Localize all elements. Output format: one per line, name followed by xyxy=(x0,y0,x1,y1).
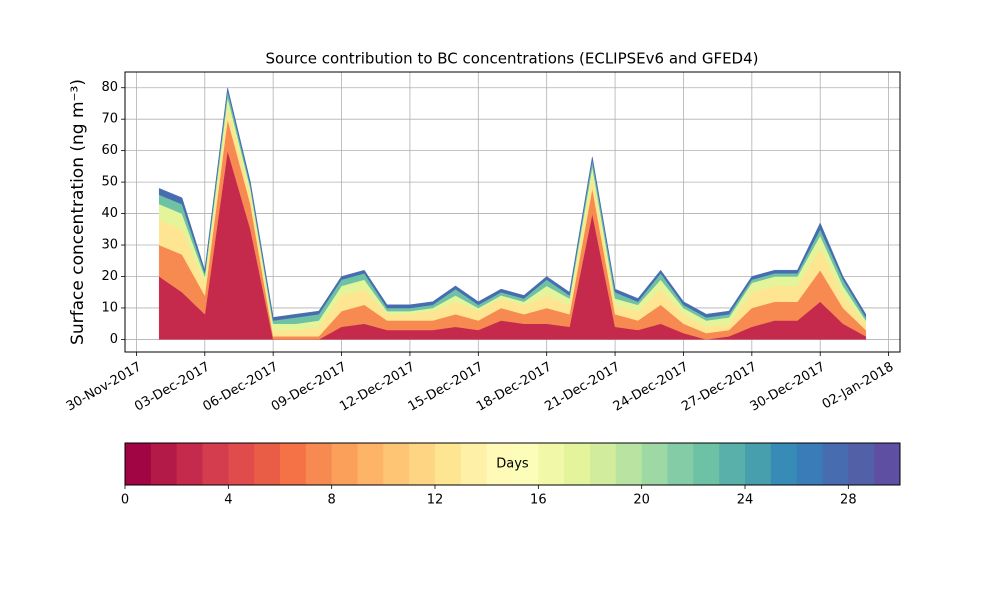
colorbar-tick-label: 16 xyxy=(530,493,547,508)
colorbar-patch xyxy=(770,443,798,485)
colorbar-tick-label: 4 xyxy=(224,493,232,508)
colorbar-patch xyxy=(228,443,255,485)
x-tick-label: 03-Dec-2017 xyxy=(132,360,212,415)
colorbar-patch xyxy=(280,443,307,485)
colorbar-frame xyxy=(124,442,901,486)
colorbar-patch xyxy=(202,443,229,485)
colorbar-patch xyxy=(254,443,281,485)
colorbar-patch xyxy=(538,443,565,485)
y-tick-label: 70 xyxy=(101,112,118,127)
y-axis-label: Surface concentration (ng m⁻³) xyxy=(68,79,88,345)
colorbar-patch xyxy=(486,443,513,485)
y-tick-label: 40 xyxy=(101,206,118,221)
colorbar-tick-label: 8 xyxy=(328,493,336,508)
y-tick-label: 30 xyxy=(101,238,118,253)
colorbar-patch xyxy=(641,443,668,485)
colorbar-label: Days xyxy=(496,457,529,472)
x-tick-label: 02-Jan-2018 xyxy=(820,360,897,413)
colorbar-tick-label: 20 xyxy=(633,493,650,508)
colorbar-patch xyxy=(357,443,384,485)
x-tick-label: 21-Dec-2017 xyxy=(542,360,622,415)
colorbar-patch xyxy=(435,443,462,485)
colorbar-patch xyxy=(615,443,643,485)
y-tick-label: 60 xyxy=(101,143,118,158)
colorbar-patch xyxy=(693,443,720,485)
x-tick-label: 09-Dec-2017 xyxy=(269,360,349,415)
x-tick-label: 12-Dec-2017 xyxy=(337,360,417,415)
colorbar-patch xyxy=(719,443,746,485)
colorbar-patch xyxy=(822,443,849,485)
colorbar-patch xyxy=(590,443,617,485)
y-tick-label: 80 xyxy=(101,80,118,95)
colorbar-patch xyxy=(564,443,591,485)
colorbar-patch xyxy=(305,443,333,485)
colorbar-patch xyxy=(874,443,901,485)
y-tick-label: 50 xyxy=(101,175,118,190)
colorbar-patch xyxy=(667,443,694,485)
colorbar-patch xyxy=(460,443,488,485)
colorbar-patch xyxy=(409,443,436,485)
y-tick-label: 0 xyxy=(110,332,118,347)
colorbar-patch xyxy=(176,443,203,485)
x-tick-label: 27-Dec-2017 xyxy=(679,360,759,415)
x-tick-label: 15-Dec-2017 xyxy=(406,360,486,415)
plot-frame xyxy=(124,71,901,353)
colorbar-patch xyxy=(383,443,410,485)
colorbar-patch xyxy=(796,443,823,485)
x-tick-label: 18-Dec-2017 xyxy=(474,360,554,415)
x-tick-label: 30-Nov-2017 xyxy=(64,360,144,415)
colorbar-patch xyxy=(331,443,358,485)
y-tick-label: 10 xyxy=(101,300,118,315)
colorbar-patch xyxy=(848,443,875,485)
area xyxy=(158,87,867,321)
colorbar-tick-label: 28 xyxy=(840,493,857,508)
x-tick-label: 30-Dec-2017 xyxy=(748,360,828,415)
colorbar-tick-label: 12 xyxy=(427,493,444,508)
colorbar-tick-label: 24 xyxy=(737,493,754,508)
y-tick-label: 20 xyxy=(101,269,118,284)
colorbar-patch xyxy=(150,443,178,485)
x-tick-label: 06-Dec-2017 xyxy=(201,360,281,415)
chart-title: Source contribution to BC concentrations… xyxy=(265,50,758,68)
colorbar-patch xyxy=(745,443,772,485)
colorbar-tick-label: 0 xyxy=(121,493,129,508)
x-tick-label: 24-Dec-2017 xyxy=(611,360,691,415)
colorbar-patch xyxy=(512,443,539,485)
colorbar-patch xyxy=(125,443,152,485)
